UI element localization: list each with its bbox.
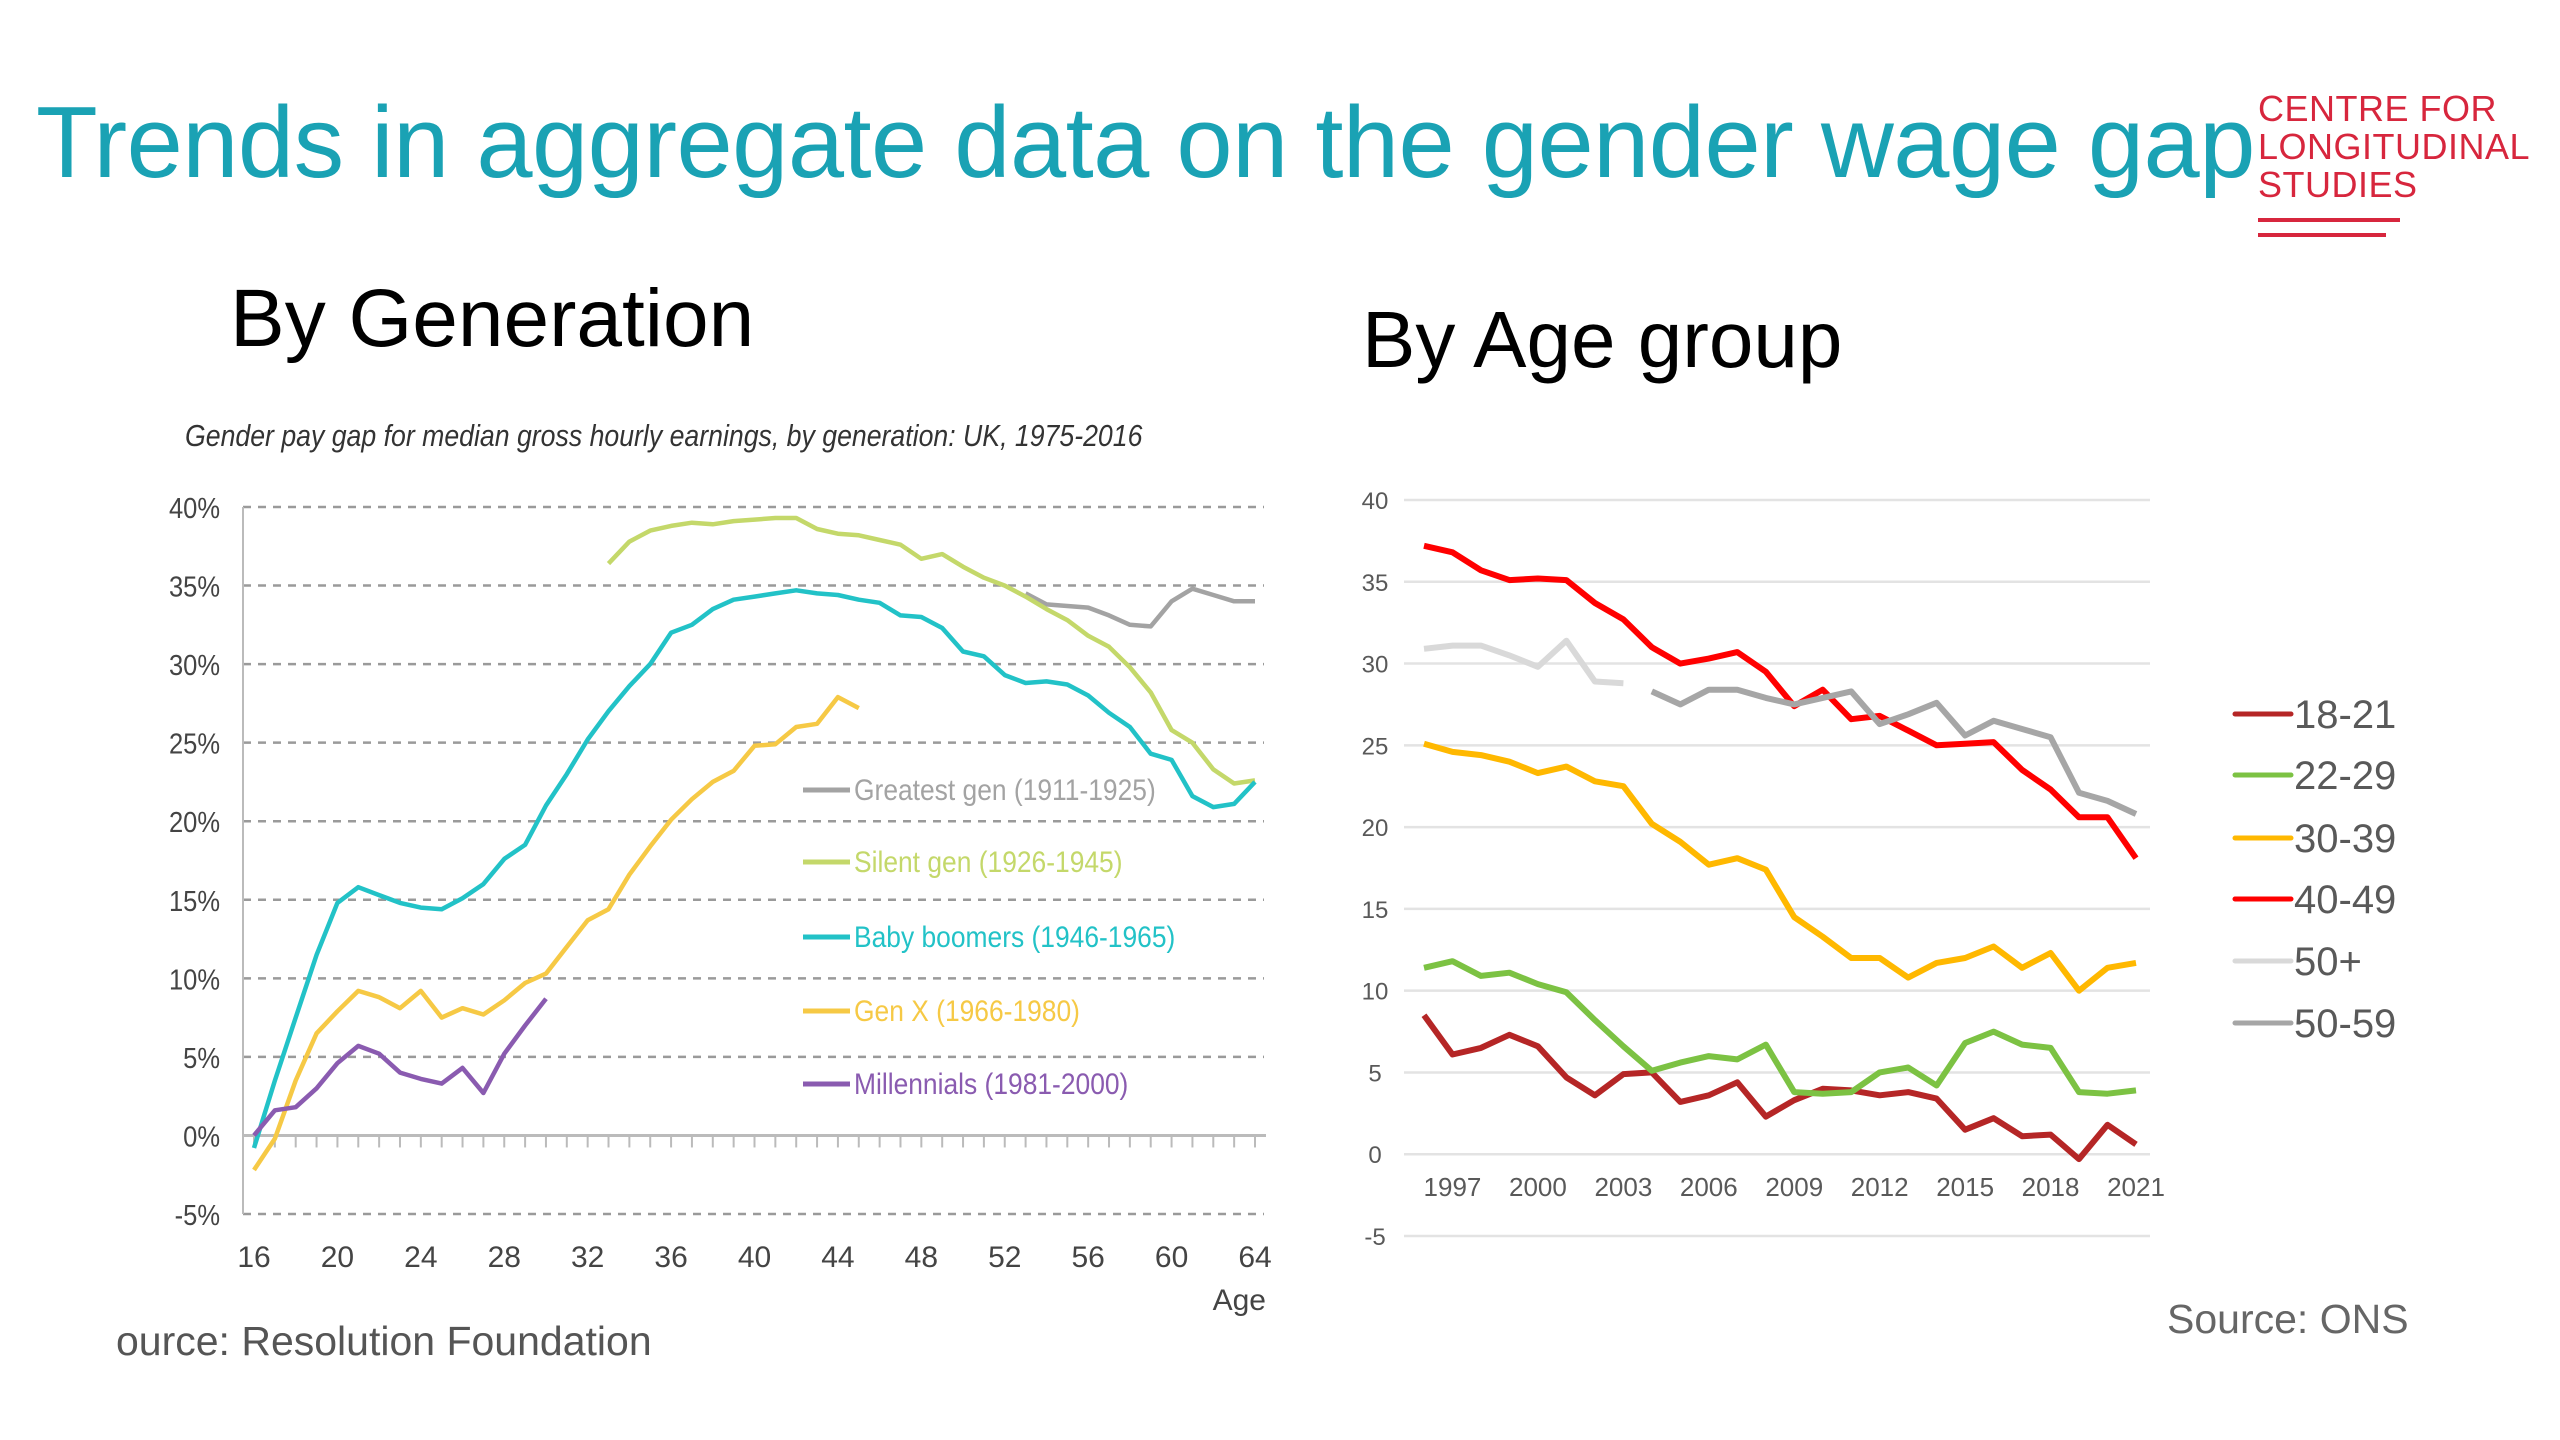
y-tick-label: 20% xyxy=(169,806,220,839)
legend-label: 30-39 xyxy=(2294,817,2396,861)
logo-line: STUDIES xyxy=(2258,164,2418,205)
legend-label: Gen X (1966-1980) xyxy=(854,993,1080,1027)
legend-label: Baby boomers (1946-1965) xyxy=(854,919,1175,953)
y-tick-label: 5% xyxy=(183,1041,220,1074)
x-tick-label: 52 xyxy=(988,1241,1021,1274)
legend-label: 22-29 xyxy=(2294,754,2396,798)
y-tick-label: 30 xyxy=(1362,652,1389,679)
logo-bar xyxy=(2258,218,2400,222)
x-axis-label: Age xyxy=(1213,1284,1266,1317)
y-tick-label: 15 xyxy=(1362,897,1389,924)
series-line xyxy=(1423,740,2137,994)
legend-label: Greatest gen (1911-1925) xyxy=(854,772,1156,806)
x-tick-label: 36 xyxy=(654,1241,687,1274)
y-tick-label: 10 xyxy=(1362,979,1389,1006)
series-line xyxy=(252,694,860,1172)
series-line xyxy=(1024,586,1255,629)
x-tick-label: 2006 xyxy=(1680,1172,1738,1202)
y-tick-label: -5% xyxy=(175,1198,220,1231)
x-tick-label: 2009 xyxy=(1765,1172,1823,1202)
series-line xyxy=(1423,542,2139,860)
y-tick-label: 40% xyxy=(169,491,220,524)
y-tick-label: 25% xyxy=(169,727,220,760)
section-title-generation: By Generation xyxy=(230,273,755,364)
y-tick-label: 0% xyxy=(183,1120,220,1153)
series-line xyxy=(1423,958,2137,1097)
x-tick-label: 32 xyxy=(571,1241,604,1274)
y-tick-label: 0 xyxy=(1368,1142,1381,1169)
series-line xyxy=(252,997,548,1137)
legend-label: 50+ xyxy=(2294,940,2362,984)
source-right: Source: ONS xyxy=(2167,1296,2409,1342)
series-line xyxy=(1650,686,2138,817)
y-tick-label: 15% xyxy=(169,884,220,917)
logo-bar xyxy=(2258,233,2386,237)
x-tick-label: 56 xyxy=(1071,1241,1104,1274)
x-tick-label: 24 xyxy=(404,1241,437,1274)
y-tick-label: 35% xyxy=(169,570,220,603)
section-title-age-group: By Age group xyxy=(1362,295,1843,384)
x-tick-label: 20 xyxy=(321,1241,354,1274)
x-tick-label: 16 xyxy=(237,1241,270,1274)
x-tick-label: 2015 xyxy=(1936,1172,1994,1202)
generation-chart-title: Gender pay gap for median gross hourly e… xyxy=(185,418,1143,453)
series-line xyxy=(606,515,1256,786)
x-tick-label: 1997 xyxy=(1424,1172,1482,1202)
y-tick-label: 25 xyxy=(1362,733,1389,760)
y-tick-label: 10% xyxy=(169,963,220,996)
legend-label: 18-21 xyxy=(2294,693,2396,737)
x-tick-label: 2003 xyxy=(1594,1172,1652,1202)
y-tick-label: 20 xyxy=(1362,815,1389,842)
x-tick-label: 60 xyxy=(1155,1241,1188,1274)
legend-label: 40-49 xyxy=(2294,878,2396,922)
series-line xyxy=(1421,1013,2138,1163)
x-tick-label: 2018 xyxy=(2022,1172,2080,1202)
y-tick-label: 5 xyxy=(1368,1060,1381,1087)
series-line xyxy=(251,588,1257,1149)
x-tick-label: 44 xyxy=(821,1241,854,1274)
page-title: Trends in aggregate data on the gender w… xyxy=(36,87,2255,199)
x-tick-label: 2000 xyxy=(1509,1172,1567,1202)
logo-line: LONGITUDINAL xyxy=(2258,126,2531,167)
source-left: ource: Resolution Foundation xyxy=(116,1318,652,1364)
x-tick-label: 64 xyxy=(1238,1241,1271,1274)
cls-logo: CENTRE FOR LONGITUDINAL STUDIES xyxy=(2258,90,2530,237)
logo-line: CENTRE FOR xyxy=(2258,88,2497,129)
y-tick-label: 40 xyxy=(1362,488,1389,515)
legend-label: 50-59 xyxy=(2294,1002,2396,1046)
x-tick-label: 40 xyxy=(738,1241,771,1274)
x-tick-label: 48 xyxy=(905,1241,938,1274)
y-tick-label: 30% xyxy=(169,649,220,682)
x-tick-label: 2021 xyxy=(2107,1172,2165,1202)
y-tick-label: -5 xyxy=(1364,1224,1385,1251)
legend-label: Silent gen (1926-1945) xyxy=(854,844,1123,878)
y-tick-label: 35 xyxy=(1362,570,1389,597)
x-tick-label: 2012 xyxy=(1851,1172,1909,1202)
legend-label: Millennials (1981-2000) xyxy=(854,1066,1128,1100)
series-line xyxy=(1423,637,1624,687)
x-tick-label: 28 xyxy=(488,1241,521,1274)
